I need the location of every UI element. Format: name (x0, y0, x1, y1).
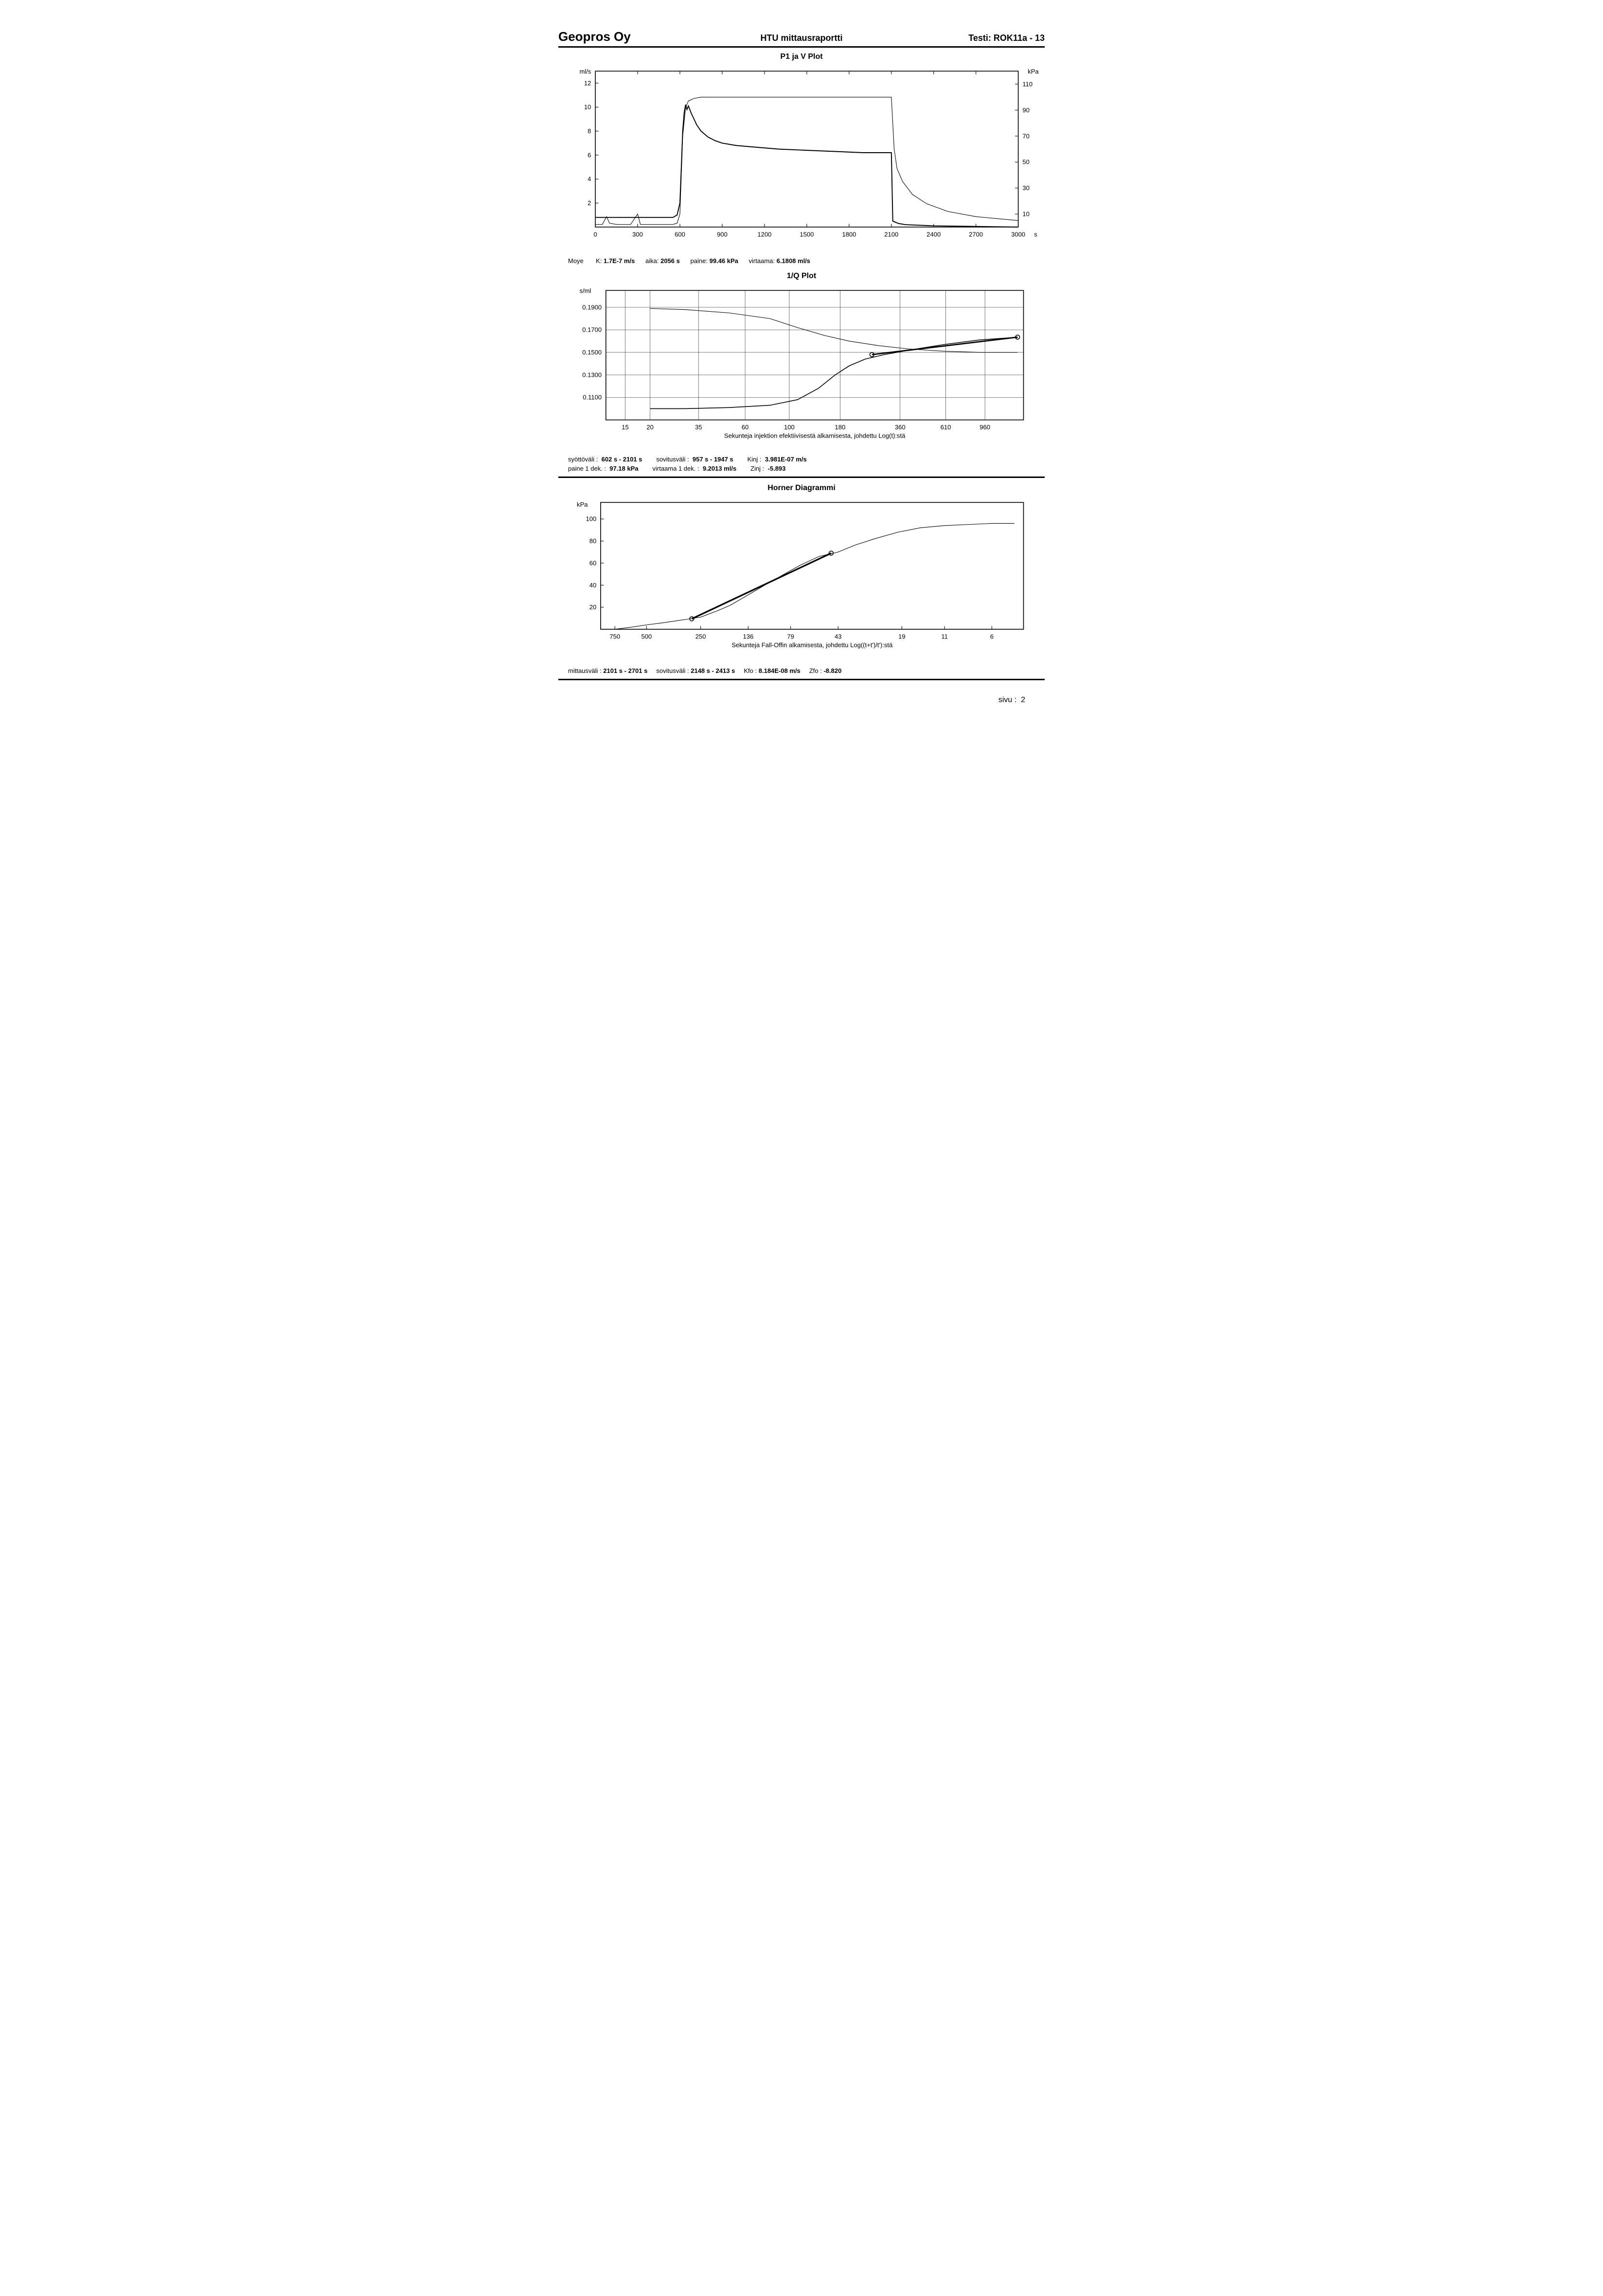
chart3-title: Horner Diagrammi (558, 484, 1045, 493)
chart1-holder: 0 300 600 900 1200 1500 1800 2100 2400 2700 3000 s 2… (558, 63, 1045, 253)
chart2-title: 1/Q Plot (558, 272, 1045, 281)
svg-text:110: 110 (1022, 80, 1033, 88)
svg-text:90: 90 (1022, 106, 1030, 114)
svg-text:4: 4 (588, 176, 591, 183)
svg-text:500: 500 (641, 633, 652, 640)
svg-text:ml/s: ml/s (579, 68, 591, 75)
svg-text:610: 610 (941, 424, 951, 431)
svg-text:60: 60 (589, 559, 597, 566)
chart2-svg: 0.1100 0.1300 0.1500 0.1700 0.1900 15 20 35 60 10… (558, 283, 1045, 452)
svg-text:180: 180 (835, 424, 846, 431)
svg-text:6: 6 (588, 151, 591, 159)
svg-text:136: 136 (743, 633, 753, 640)
svg-text:100: 100 (586, 515, 597, 522)
svg-text:0.1700: 0.1700 (582, 326, 602, 333)
svg-text:2100: 2100 (884, 231, 898, 238)
chart2-summary: syöttöväli : 602 s - 2101 s sovitusväli … (558, 452, 1045, 475)
svg-text:6: 6 (990, 633, 994, 640)
svg-text:300: 300 (632, 231, 643, 238)
page: Geopros Oy HTU mittausraportti Testi: RO… (558, 29, 1045, 705)
company-name: Geopros Oy (558, 29, 720, 44)
svg-text:360: 360 (895, 424, 906, 431)
svg-text:3000: 3000 (1011, 231, 1025, 238)
svg-text:1200: 1200 (757, 231, 771, 238)
svg-text:0: 0 (593, 231, 597, 238)
svg-text:80: 80 (589, 537, 597, 545)
chart1-block: P1 ja V Plot 0 300 600 900 1200 1500 1800 2100 2… (558, 53, 1045, 267)
chart2-holder: 0.1100 0.1300 0.1500 0.1700 0.1900 15 20 35 60 10… (558, 283, 1045, 452)
svg-text:19: 19 (898, 633, 906, 640)
svg-text:Sekunteja injektion efektiivis: Sekunteja injektion efektiivisestä alkam… (724, 432, 906, 439)
chart3-summary: mittausväli : 2101 s - 2701 s sovitusväl… (558, 663, 1045, 677)
svg-text:s: s (1034, 231, 1037, 238)
svg-text:0.1900: 0.1900 (582, 303, 602, 311)
svg-text:960: 960 (980, 424, 990, 431)
divider-1 (558, 477, 1045, 478)
svg-text:2700: 2700 (969, 231, 983, 238)
svg-text:1800: 1800 (842, 231, 856, 238)
svg-text:kPa: kPa (1028, 68, 1039, 75)
chart3-svg: 20 40 60 80 100 kPa 750 500 250 136 79 43 19 11 6 Sekun… (558, 495, 1045, 664)
svg-text:1500: 1500 (800, 231, 814, 238)
svg-text:0.1500: 0.1500 (582, 349, 602, 356)
svg-text:40: 40 (589, 581, 597, 588)
chart3-block: Horner Diagrammi 20 40 60 80 100 kPa 750 500 250… (558, 484, 1045, 680)
svg-text:kPa: kPa (577, 501, 588, 508)
svg-text:0.1300: 0.1300 (582, 371, 602, 378)
svg-text:10: 10 (1022, 211, 1030, 218)
page-label: sivu : (998, 696, 1016, 704)
chart3-holder: 20 40 60 80 100 kPa 750 500 250 136 79 43 19 11 6 Sekun… (558, 495, 1045, 664)
svg-text:2400: 2400 (926, 231, 941, 238)
svg-text:100: 100 (784, 424, 795, 431)
footer: sivu : 2 (558, 686, 1045, 705)
svg-text:8: 8 (588, 127, 591, 135)
svg-text:35: 35 (695, 424, 702, 431)
svg-text:250: 250 (695, 633, 706, 640)
svg-text:30: 30 (1022, 184, 1030, 192)
svg-text:12: 12 (584, 79, 591, 87)
svg-text:Sekunteja Fall-Offin alkamises: Sekunteja Fall-Offin alkamisesta, johdet… (731, 641, 893, 649)
svg-text:750: 750 (609, 633, 620, 640)
chart1-title: P1 ja V Plot (558, 53, 1045, 61)
chart2-block: 1/Q Plot 0.1100 0.1300 0.1500 0.1700 0.1900 1… (558, 272, 1045, 478)
svg-text:43: 43 (835, 633, 842, 640)
svg-text:70: 70 (1022, 132, 1030, 140)
report-title: HTU mittausraportti (720, 33, 882, 43)
header: Geopros Oy HTU mittausraportti Testi: RO… (558, 29, 1045, 48)
chart1-svg: 0 300 600 900 1200 1500 1800 2100 2400 2700 3000 s 2… (558, 63, 1045, 253)
svg-text:79: 79 (787, 633, 794, 640)
svg-text:20: 20 (646, 424, 654, 431)
chart1-summary: Moye K: 1.7E-7 m/s aika: 2056 s paine: 9… (558, 253, 1045, 267)
svg-text:15: 15 (622, 424, 629, 431)
svg-text:50: 50 (1022, 159, 1030, 166)
svg-text:11: 11 (941, 633, 948, 640)
page-number: 2 (1021, 696, 1025, 704)
test-id: Testi: ROK11a - 13 (883, 33, 1045, 43)
svg-text:0.1100: 0.1100 (583, 393, 602, 401)
svg-text:2: 2 (588, 199, 591, 207)
svg-text:10: 10 (584, 104, 591, 111)
svg-text:s/ml: s/ml (579, 287, 591, 295)
divider-2 (558, 679, 1045, 680)
svg-text:600: 600 (675, 231, 685, 238)
svg-text:900: 900 (717, 231, 728, 238)
svg-text:20: 20 (589, 603, 597, 611)
svg-text:60: 60 (742, 424, 749, 431)
